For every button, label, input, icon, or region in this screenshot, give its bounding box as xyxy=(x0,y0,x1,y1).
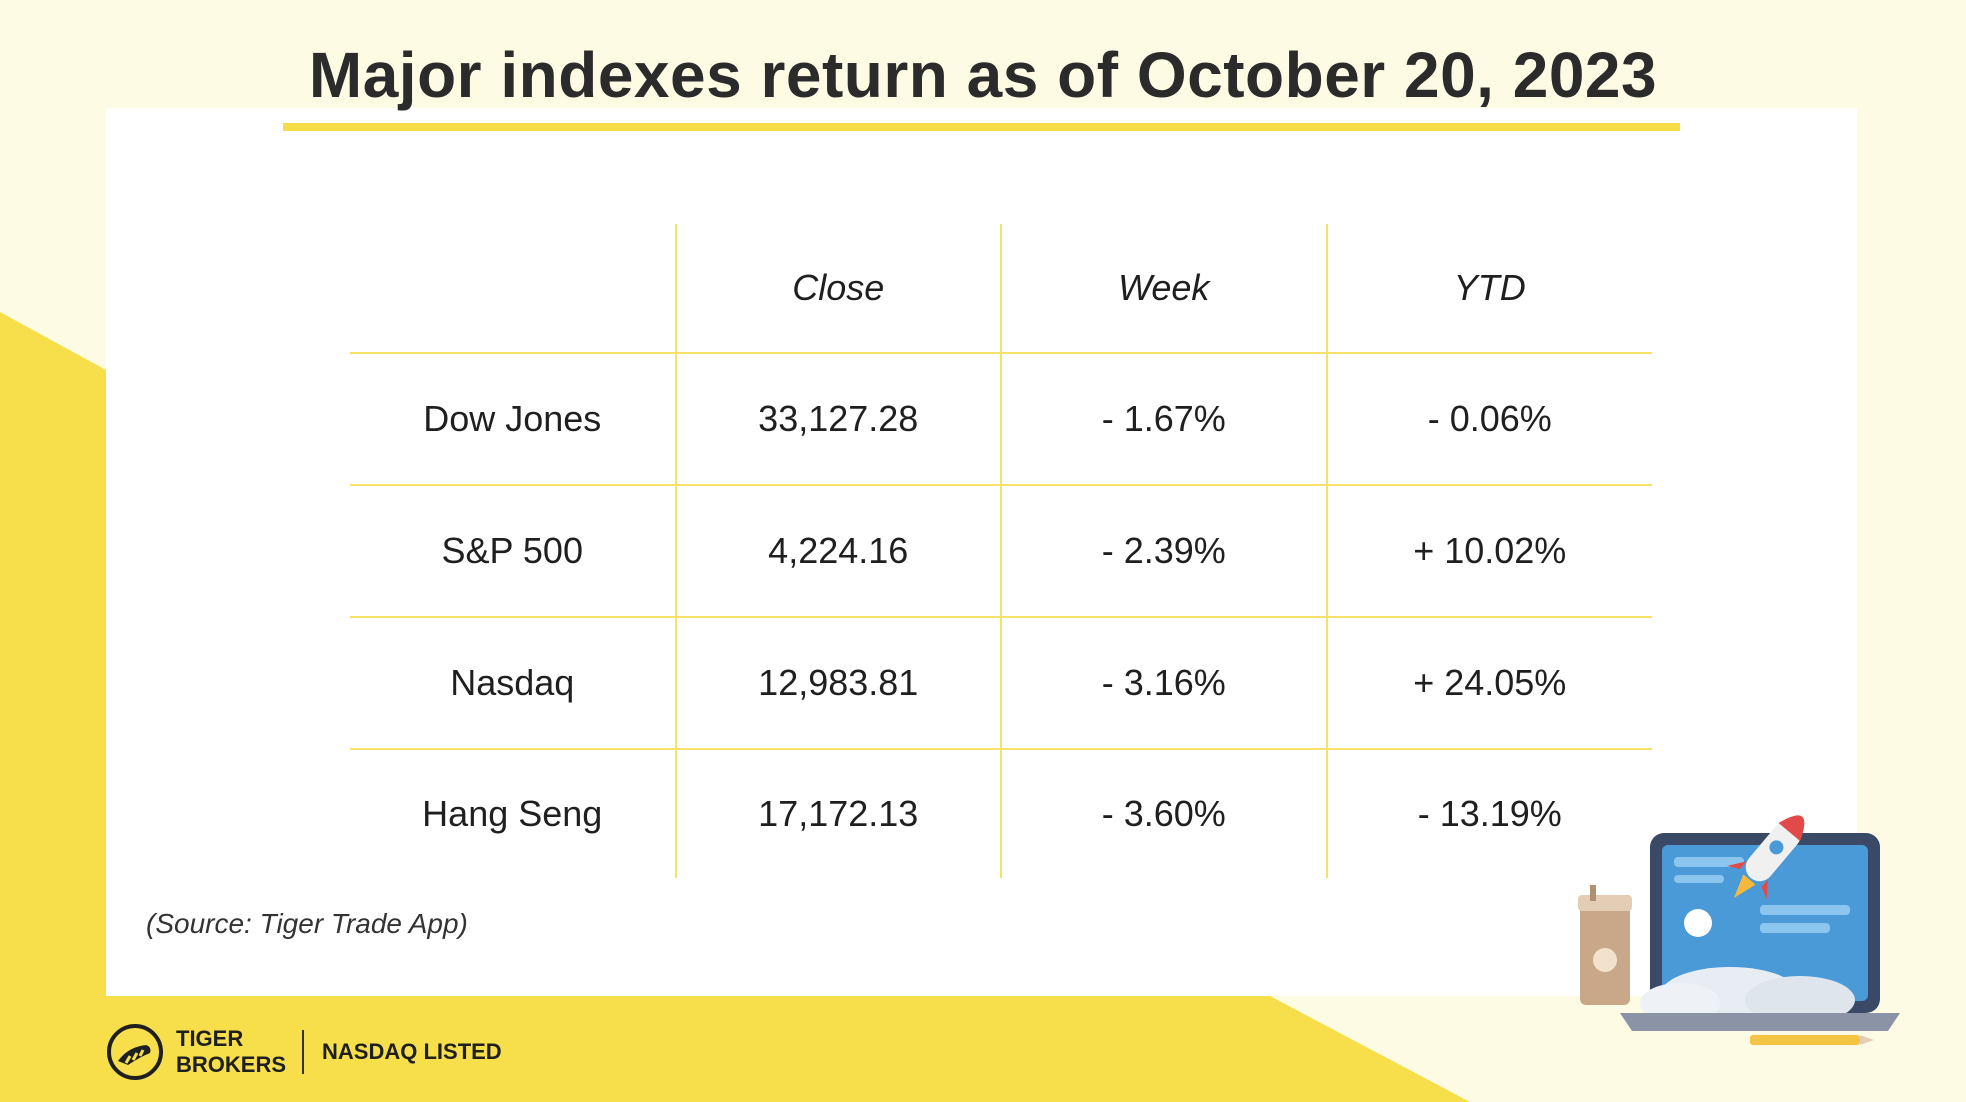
week-change: - 3.16% xyxy=(1000,616,1328,750)
header-week: Week xyxy=(1000,224,1328,354)
ytd-change: + 24.05% xyxy=(1325,616,1652,750)
index-name: Hang Seng xyxy=(350,748,677,878)
header-close: Close xyxy=(674,224,1002,354)
brand-name-line1: TIGER xyxy=(176,1026,244,1051)
ytd-change: - 0.06% xyxy=(1325,352,1652,486)
brand-name-line2: BROKERS xyxy=(176,1052,287,1077)
close-value: 4,224.16 xyxy=(674,484,1002,618)
index-name: Dow Jones xyxy=(350,352,677,486)
table-row: Nasdaq 12,983.81 - 3.16% + 24.05% xyxy=(350,616,1652,750)
nasdaq-listed-label: NASDAQ LISTED xyxy=(322,1039,502,1064)
index-returns-table: Close Week YTD Dow Jones 33,127.28 - 1.6… xyxy=(350,224,1652,878)
header-ytd: YTD xyxy=(1325,224,1652,354)
close-value: 17,172.13 xyxy=(674,748,1002,878)
laptop-rocket-illustration xyxy=(1578,815,1900,1045)
brand-footer: TIGER BROKERS NASDAQ LISTED xyxy=(106,1022,502,1082)
header-blank xyxy=(350,224,677,354)
week-change: - 2.39% xyxy=(1000,484,1328,618)
table-row: S&P 500 4,224.16 - 2.39% + 10.02% xyxy=(350,484,1652,618)
close-value: 33,127.28 xyxy=(674,352,1002,486)
index-name: S&P 500 xyxy=(350,484,677,618)
source-note: (Source: Tiger Trade App) xyxy=(146,908,468,939)
index-name: Nasdaq xyxy=(350,616,677,750)
week-change: - 3.60% xyxy=(1000,748,1328,878)
table-header-row: Close Week YTD xyxy=(350,224,1652,354)
table-row: Dow Jones 33,127.28 - 1.67% - 0.06% xyxy=(350,352,1652,486)
ytd-change: + 10.02% xyxy=(1325,484,1652,618)
ytd-change: - 13.19% xyxy=(1325,748,1652,878)
close-value: 12,983.81 xyxy=(674,616,1002,750)
brand-name: TIGER BROKERS xyxy=(176,1026,286,1078)
week-change: - 1.67% xyxy=(1000,352,1328,486)
tiger-logo-icon xyxy=(107,1024,163,1080)
page-title: Major indexes return as of October 20, 2… xyxy=(308,39,1658,111)
title-underline xyxy=(283,123,1680,131)
brand-divider xyxy=(302,1030,305,1074)
table-row: Hang Seng 17,172.13 - 3.60% - 13.19% xyxy=(350,748,1652,878)
